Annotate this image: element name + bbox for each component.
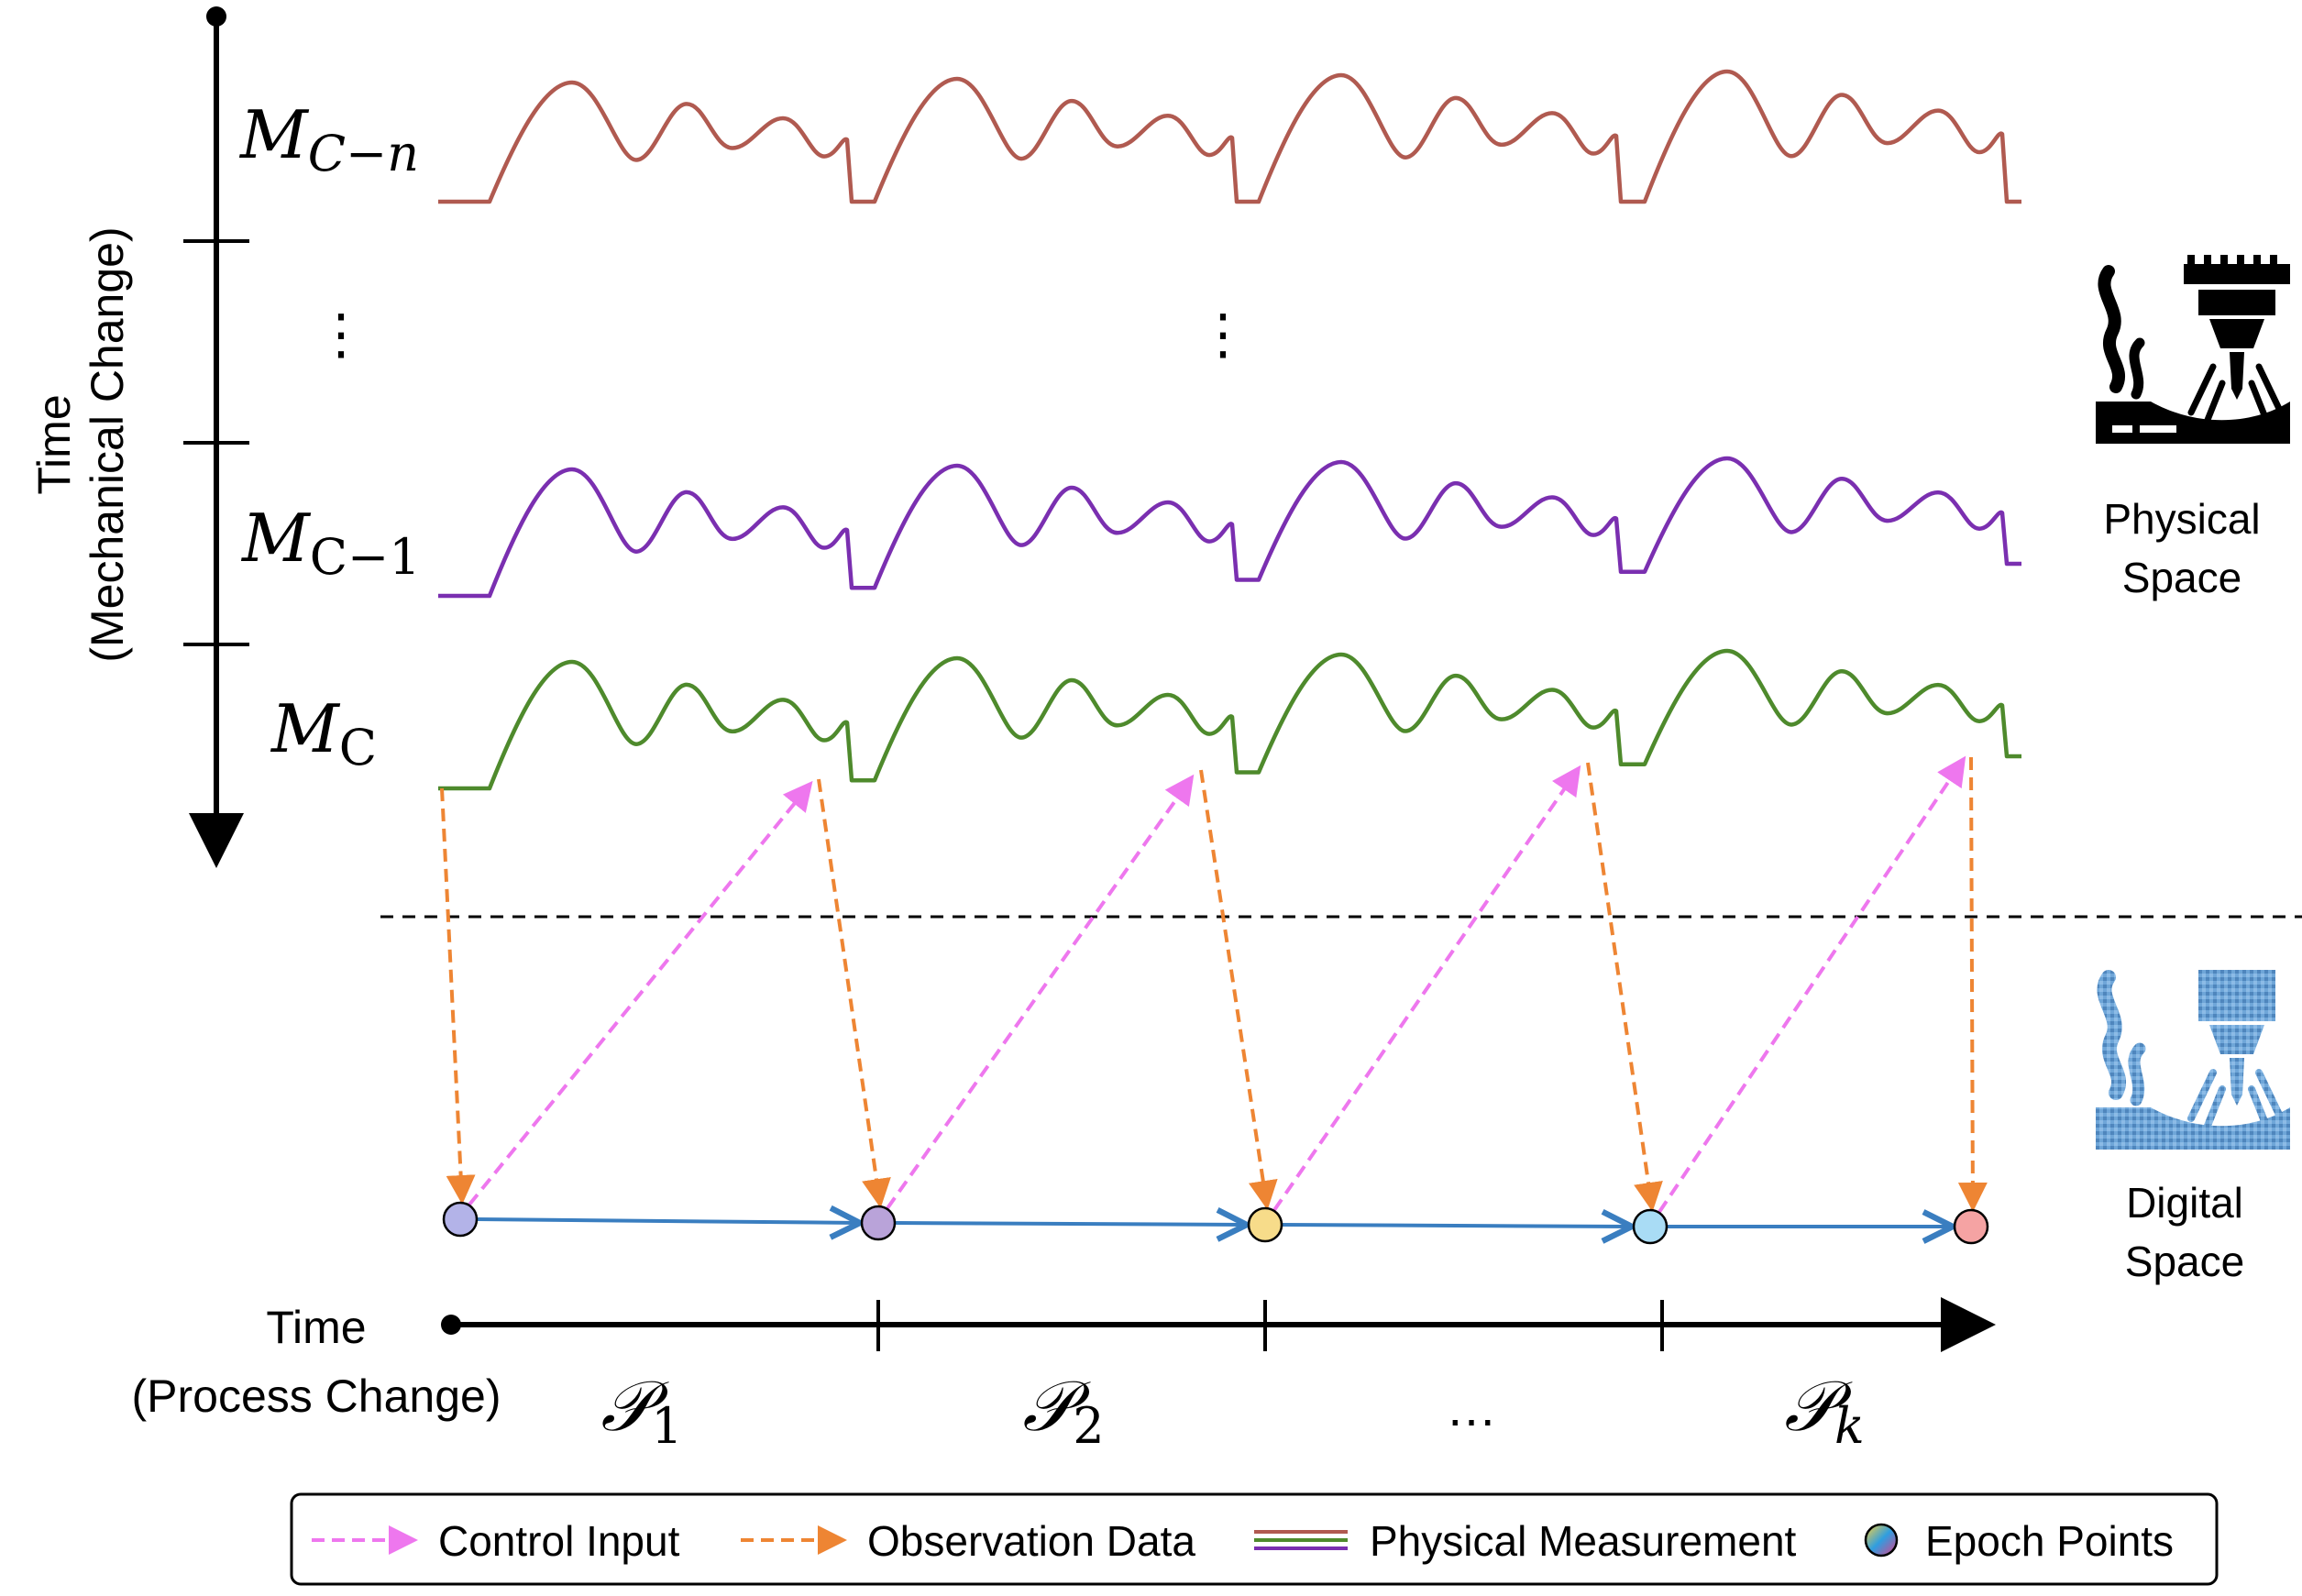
vertical-time-axis [183, 6, 249, 868]
horizontal-axis-title-line2: (Process Change) [132, 1370, 501, 1422]
legend-observation-data-label: Observation Data [867, 1517, 1195, 1565]
process-label-pk: 𝒫k [1784, 1365, 1865, 1455]
row-ellipsis-left: ⋮ [314, 303, 369, 365]
vertical-axis-title-line2: (Mechanical Change) [82, 226, 133, 662]
legend-physical-measurement-label: Physical Measurement [1370, 1517, 1797, 1565]
observation-data-arrow [1586, 762, 1663, 1212]
control-input-arrow [886, 774, 1195, 1210]
observation-data-arrow [1199, 769, 1278, 1210]
horizontal-axis-title-line1: Time [266, 1302, 366, 1353]
observation-data-arrow [817, 778, 891, 1208]
measurement-waveform-row-3 [438, 648, 2021, 791]
digital-space-label-line2: Space [2125, 1238, 2244, 1285]
observation-data-arrow [1957, 756, 1988, 1212]
row-label-m-c-1: MC−1 [240, 500, 421, 586]
epoch-point-1 [442, 1201, 479, 1238]
row-ellipsis-middle: ⋮ [1195, 303, 1250, 365]
milling-machine-icon [2096, 255, 2290, 444]
process-label-p2: 𝒫2 [1022, 1365, 1104, 1455]
control-input-arrow [1272, 765, 1581, 1212]
physical-space-label-line2: Space [2122, 554, 2241, 601]
process-label-p1: 𝒫1 [600, 1365, 682, 1455]
timeline-arrow [894, 1223, 1247, 1225]
control-input-arrow [1658, 755, 1966, 1214]
legend-physical-measurement-swatch [1254, 1530, 1348, 1550]
digital-milling-machine-icon [2096, 970, 2290, 1150]
legend-epoch-points-swatch [1864, 1523, 1899, 1557]
measurement-waveform-row-1 [438, 69, 2021, 204]
row-label-m-c-n: MC−n [238, 96, 419, 182]
epoch-point-4 [1632, 1208, 1669, 1245]
epoch-point-2 [860, 1205, 897, 1241]
digital-space-label-line1: Digital [2126, 1179, 2243, 1227]
row-label-m-c: MC [270, 690, 377, 776]
epoch-point-3 [1247, 1206, 1283, 1243]
process-label-ellipsis: … [1446, 1379, 1497, 1436]
vertical-axis-title-line1: Time [28, 394, 80, 494]
legend-control-input-label: Control Input [438, 1517, 680, 1565]
control-observation-arrows [440, 755, 1988, 1214]
observation-data-arrow [440, 787, 476, 1205]
control-input-arrow [468, 780, 813, 1206]
physical-space-label-line1: Physical [2103, 495, 2260, 543]
measurement-waveform-row-2 [438, 456, 2021, 599]
timeline-arrow [476, 1219, 860, 1223]
legend: Control Input Observation Data Physical … [290, 1492, 2219, 1586]
measurement-waveforms [438, 69, 2021, 791]
epoch-point-5 [1953, 1208, 1989, 1245]
digital-timeline [442, 1201, 1989, 1245]
legend-epoch-points-label: Epoch Points [1925, 1517, 2174, 1565]
timeline-arrow [1281, 1225, 1632, 1227]
horizontal-time-axis [441, 1297, 1996, 1352]
